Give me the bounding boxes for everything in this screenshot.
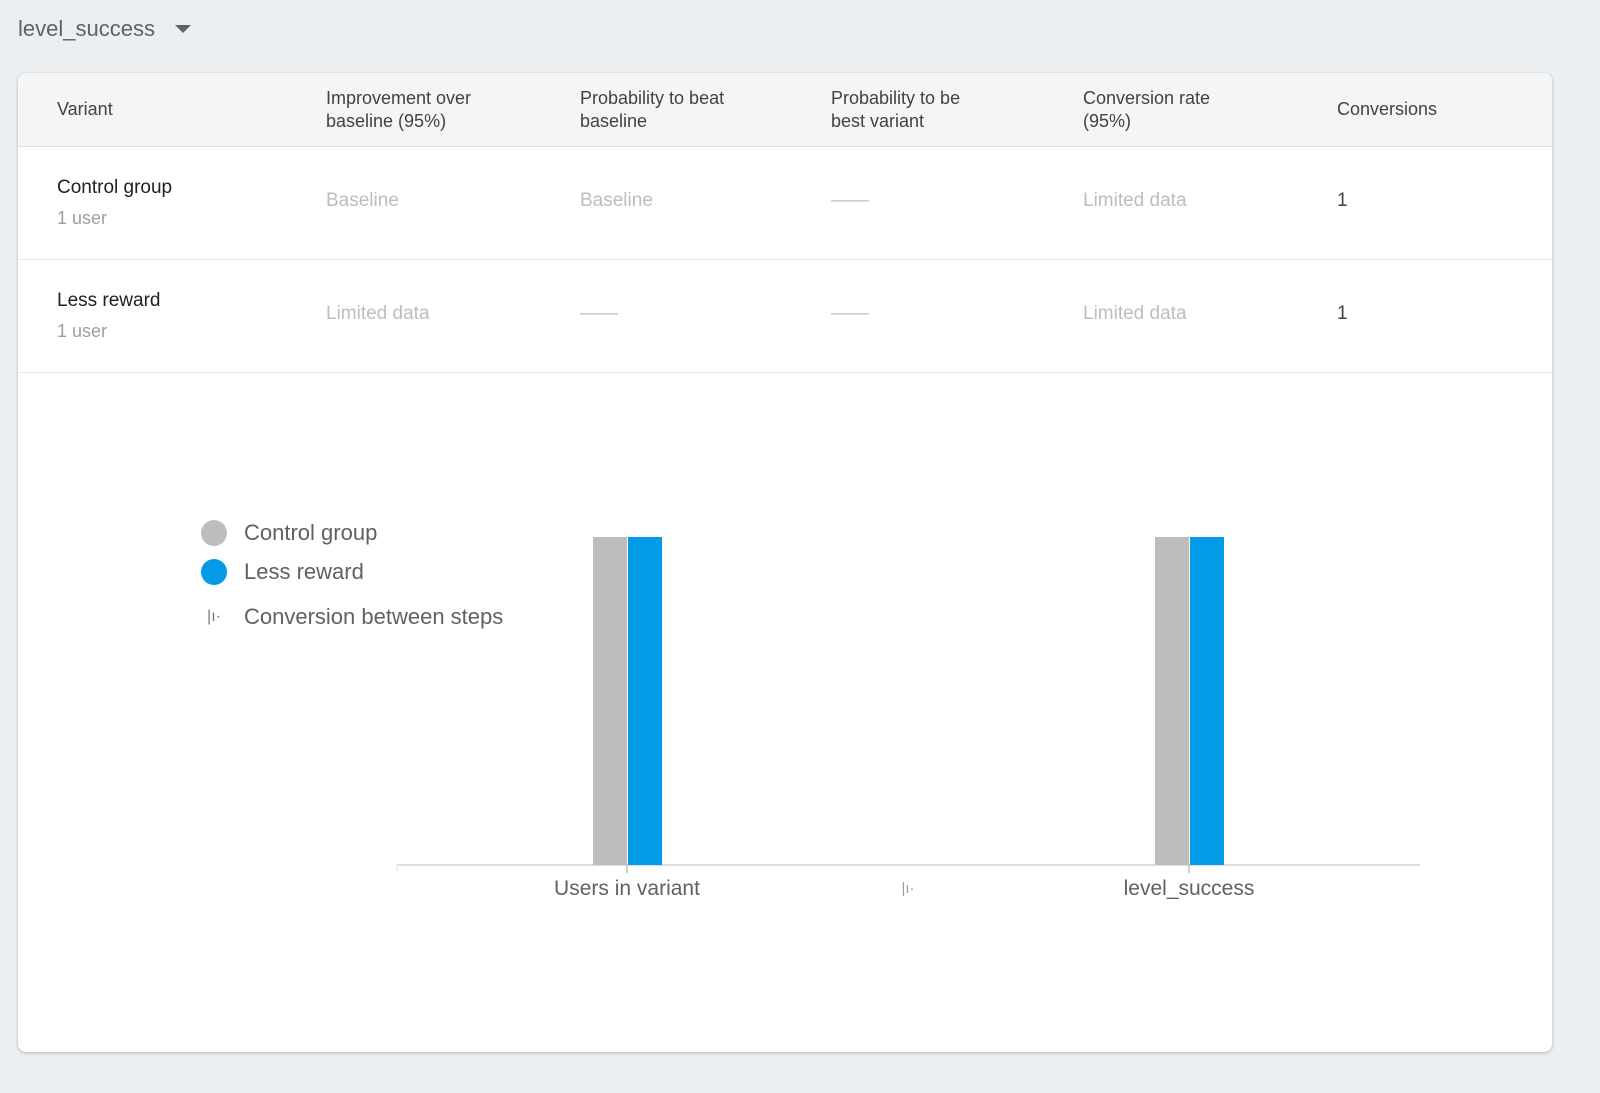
variant-users: 1 user bbox=[57, 208, 108, 228]
variant-name: Control group bbox=[57, 177, 173, 198]
prob-best: —— bbox=[831, 303, 869, 324]
legend-label: Conversion between steps bbox=[244, 604, 504, 629]
prob-best: —— bbox=[831, 190, 869, 211]
header-improvement: Improvement over baseline (95%) bbox=[326, 88, 472, 131]
variant-users: 1 user bbox=[57, 321, 108, 341]
bar-control-group bbox=[1155, 537, 1189, 865]
improvement: Limited data bbox=[326, 303, 430, 324]
metric-selector[interactable]: level_success bbox=[18, 16, 191, 42]
conversions: 1 bbox=[1337, 190, 1348, 211]
legend-swatch-control bbox=[201, 519, 227, 546]
header-conv-rate: Conversion rate (95%) bbox=[1083, 88, 1211, 131]
bar-less-reward bbox=[628, 537, 662, 865]
variant-name: Less reward bbox=[57, 290, 161, 311]
legend-item: |ı· Conversion between steps bbox=[201, 591, 503, 643]
legend-item: Less reward bbox=[201, 552, 503, 591]
bar-control-group bbox=[593, 537, 627, 865]
legend-swatch-less-reward bbox=[201, 558, 227, 585]
metric-selector-label: level_success bbox=[18, 16, 155, 41]
results-card: Variant Improvement over baseline (95%) P… bbox=[18, 73, 1552, 1052]
prob-beat: Baseline bbox=[580, 190, 653, 211]
improvement: Baseline bbox=[326, 190, 399, 211]
conv-rate: Limited data bbox=[1083, 303, 1187, 324]
conversion-steps-icon: |ı· bbox=[207, 608, 221, 625]
header-prob-beat: Probability to beat baseline bbox=[580, 88, 725, 131]
conversions: 1 bbox=[1337, 303, 1348, 324]
conversion-steps-icon: |ı· bbox=[901, 880, 914, 897]
x-tick-label: level_success bbox=[1124, 877, 1255, 900]
prob-beat: —— bbox=[580, 303, 618, 324]
table-header: Variant Improvement over baseline (95%) P… bbox=[18, 73, 1552, 147]
header-prob-best: Probability to be best variant bbox=[831, 88, 961, 131]
bar-less-reward bbox=[1190, 537, 1224, 865]
legend-item: Control group bbox=[201, 513, 503, 552]
table-row: Less reward 1 user Limited data —— —— Li… bbox=[18, 260, 1552, 373]
conv-rate: Limited data bbox=[1083, 190, 1187, 211]
table-row: Control group 1 user Baseline Baseline —… bbox=[18, 147, 1552, 260]
legend-label: Control group bbox=[244, 519, 378, 545]
chart-legend: Control group Less reward |ı· Conversion… bbox=[201, 513, 503, 643]
legend-label: Less reward bbox=[244, 558, 364, 584]
x-tick-label: Users in variant bbox=[554, 877, 700, 900]
dropdown-arrow-icon bbox=[174, 25, 191, 33]
header-variant: Variant bbox=[57, 99, 113, 119]
header-conversions: Conversions bbox=[1337, 99, 1438, 119]
